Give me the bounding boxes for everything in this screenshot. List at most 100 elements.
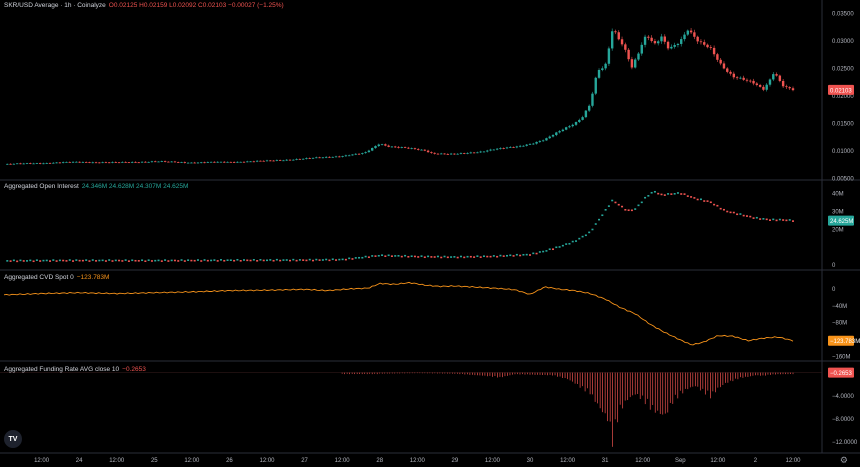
oi-bar: [32, 260, 35, 263]
candle-body: [315, 157, 318, 159]
oi-bar: [739, 213, 742, 215]
oi-bar: [453, 256, 456, 258]
oi-bar: [26, 260, 29, 262]
oi-bar: [479, 256, 482, 258]
oi-bar: [423, 256, 426, 259]
candle-body: [354, 153, 357, 155]
candle-body: [719, 59, 722, 64]
candle-body: [232, 162, 236, 163]
oi-bar: [630, 209, 633, 212]
candle-body: [61, 162, 65, 164]
oi-bar: [729, 211, 732, 214]
candle-body: [295, 159, 298, 160]
y-axes[interactable]: 0.03500 0.03000 0.02500 0.02000 0.01500 0.010…: [828, 11, 860, 446]
oi-values: 24.346M 24.628M 24.307M 24.625M: [81, 183, 189, 190]
oi-bar: [443, 255, 446, 258]
oi-bar: [584, 234, 587, 237]
oi-bar: [364, 255, 367, 258]
oi-bar: [621, 205, 624, 208]
oi-bar: [699, 198, 702, 201]
candle-body: [548, 136, 551, 139]
funding-legend: Aggregated Funding Rate AVG close 10 −0.2…: [4, 366, 146, 373]
oi-bar: [624, 209, 627, 211]
oi-bar: [571, 240, 574, 243]
oi-bar: [440, 256, 443, 259]
candle-body: [15, 163, 19, 165]
candle-body: [246, 161, 249, 163]
candle-body: [269, 160, 272, 162]
candle-body: [213, 161, 216, 163]
oi-bar: [509, 254, 512, 257]
candle-body: [472, 152, 476, 154]
oi-bar: [755, 216, 758, 219]
candle-body: [292, 159, 295, 161]
x-tick-label: 12:00: [410, 458, 426, 464]
oi-bar: [450, 256, 453, 258]
candle-body: [456, 153, 459, 155]
open-interest-pane[interactable]: [6, 190, 794, 263]
oi-bar: [397, 255, 400, 257]
price-pane[interactable]: [6, 28, 795, 165]
oi-bar: [108, 259, 111, 261]
candle-body: [666, 41, 670, 49]
logo-text: TV: [8, 435, 18, 443]
oi-bar: [29, 259, 32, 262]
candle-body: [525, 144, 528, 146]
candle-body: [367, 150, 371, 153]
y-tick-label: 0.01500: [832, 121, 854, 127]
oi-bar: [768, 219, 771, 221]
candle-body: [574, 122, 578, 125]
oi-bar: [259, 259, 262, 261]
candle-body: [781, 80, 785, 87]
candle-body: [400, 147, 403, 148]
oi-bar: [752, 217, 755, 219]
oi-bar: [469, 255, 472, 258]
oi-bar: [499, 254, 502, 257]
oi-bar: [216, 260, 219, 262]
candle-body: [410, 148, 413, 150]
candle-body: [223, 161, 226, 163]
candle-body: [32, 163, 35, 165]
gear-icon[interactable]: ⚙: [839, 455, 848, 465]
x-tick-label: 12:00: [109, 458, 125, 464]
oi-bar: [147, 259, 150, 261]
x-axis[interactable]: 12:00 24 12:00 25 12:00 26 12:00 27 12:00 28 12:00…: [34, 458, 801, 464]
oi-bar: [565, 243, 568, 245]
oi-bar: [223, 259, 226, 262]
candle-body: [371, 148, 374, 151]
candle-body: [6, 163, 9, 165]
candle-body: [334, 156, 338, 158]
candle-body: [594, 77, 597, 94]
candle-body: [357, 153, 361, 155]
oi-bar: [532, 252, 535, 255]
candle-body: [88, 162, 91, 163]
oi-bar: [249, 259, 252, 262]
y-tick-label: −160M: [832, 354, 851, 360]
candle-body: [634, 59, 637, 68]
candle-body: [347, 155, 351, 157]
cvd-pane[interactable]: [3, 281, 794, 346]
candle-body: [377, 144, 380, 147]
candle-body: [749, 80, 752, 82]
oi-bar: [167, 260, 170, 262]
candle-body: [489, 149, 492, 151]
oi-bar: [177, 260, 180, 262]
oi-bar: [594, 223, 597, 225]
oi-bar: [134, 259, 137, 262]
candle-body: [52, 162, 55, 164]
candle-body: [209, 161, 213, 163]
x-tick-label: 12:00: [34, 458, 50, 464]
oi-bar: [519, 254, 522, 257]
funding-rate-pane[interactable]: [0, 372, 822, 447]
candle-body: [190, 162, 193, 164]
candle-body: [568, 126, 571, 128]
oi-bar: [173, 259, 176, 262]
tradingview-logo-icon[interactable]: TV: [4, 430, 22, 448]
candle-body: [486, 150, 489, 152]
oi-bar: [354, 257, 357, 259]
candle-body: [42, 163, 45, 165]
oi-bar: [657, 192, 660, 195]
candle-body: [117, 162, 121, 164]
candle-body: [551, 135, 555, 137]
candle-body: [25, 163, 29, 164]
